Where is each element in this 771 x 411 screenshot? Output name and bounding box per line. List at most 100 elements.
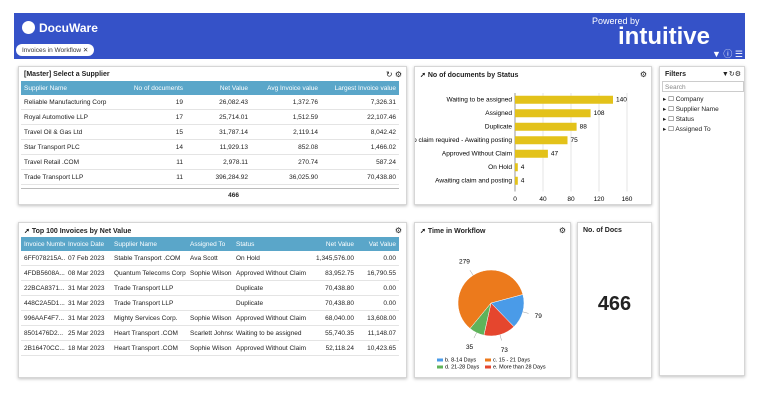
cell: Reliable Manufacturing Corp — [21, 95, 116, 110]
cell: Heart Transport .COM — [111, 340, 187, 356]
cell: Star Transport PLC — [21, 139, 116, 155]
column-header: Invoice Date — [65, 237, 111, 251]
column-header: Supplier Name — [21, 81, 116, 95]
leader-line — [522, 311, 529, 314]
cell: 996AAF4F7... — [21, 310, 65, 326]
row[interactable]: Trade Transport LLP 11 396,284.92 36,025.90… — [21, 169, 399, 185]
cell: 2,119.14 — [251, 124, 321, 140]
row[interactable]: Star Transport PLC 14 11,929.13 852.08 1,466… — [21, 139, 399, 155]
cell: Ava Scott — [187, 251, 233, 266]
docs-card: No. of Docs 466 — [577, 222, 652, 378]
card-title: No. of Docs — [583, 227, 622, 234]
value-label: 47 — [551, 150, 559, 157]
legend-label: d. 21-28 Days — [445, 364, 479, 370]
cell: 16,790.55 — [357, 265, 399, 281]
cell: 26,082.43 — [186, 95, 251, 110]
slice-label: 73 — [501, 347, 509, 354]
cell: 52,118.24 — [307, 340, 357, 356]
chart-title: No of documents by Status — [427, 72, 519, 79]
cell: 0.00 — [357, 280, 399, 296]
filter-item[interactable]: ▸ ☐ Status — [663, 116, 695, 123]
category-label: On Hold — [488, 164, 512, 171]
logo-icon — [22, 21, 35, 34]
header-icons[interactable]: ▼ ⓘ ☰ — [712, 49, 743, 59]
filter-label: Company — [675, 96, 704, 103]
panel-icons[interactable]: ⚙ — [558, 226, 566, 235]
row[interactable]: 996AAF4F7... 31 Mar 2023 Mighty Services C… — [21, 310, 399, 326]
row[interactable]: Travel Oil & Gas Ltd 15 31,787.14 2,119.14 8… — [21, 124, 399, 140]
row[interactable]: 448C2A5D1... 31 Mar 2023 Trade Transport L… — [21, 295, 399, 311]
panel-icons[interactable]: ▼↻⚙ — [721, 71, 741, 78]
cell: Sophie Wilson — [187, 265, 233, 281]
bar — [515, 176, 518, 185]
filter-item[interactable]: ▸ ☐ Company — [663, 96, 704, 103]
cell: 587.24 — [321, 154, 399, 170]
tab-label: Invoices in Workflow — [22, 47, 82, 54]
total: 466 — [21, 188, 399, 199]
cell: 11 — [116, 154, 186, 170]
cell: 15 — [116, 124, 186, 140]
legend-swatch — [485, 358, 491, 362]
legend-swatch — [437, 365, 443, 369]
cell: 13,608.00 — [357, 310, 399, 326]
cell: 22BCA8371... — [21, 280, 65, 296]
row[interactable]: Reliable Manufacturing Corp 19 26,082.43 1,… — [21, 95, 399, 110]
panel-icons[interactable]: ↻ ⚙ — [385, 70, 402, 79]
column-header: Vat Value — [357, 237, 399, 251]
cell: Approved Without Claim — [233, 340, 307, 356]
table: Supplier Name No of documents Net Value Avg… — [21, 81, 399, 188]
brand: intuitive — [618, 23, 711, 50]
row[interactable]: 8501476D2... 25 Mar 2023 Heart Transport .… — [21, 325, 399, 341]
cell: 18 Mar 2023 — [65, 340, 111, 356]
row[interactable]: 2B16470CC... 18 Mar 2023 Heart Transport .… — [21, 340, 399, 356]
legend-label: c. 15 - 21 Days — [493, 357, 530, 363]
legend-swatch — [437, 358, 443, 362]
pie-chart: 79 73 35 279 b. 8-14 Days c. 15 - 21 Days d. 2… — [437, 259, 546, 370]
cell: 2B16470CC... — [21, 340, 65, 356]
row[interactable]: Royal Automotive LLP 17 25,714.01 1,512.59 2… — [21, 109, 399, 125]
row[interactable]: 22BCA8371... 31 Mar 2023 Trade Transport L… — [21, 280, 399, 296]
cell: 10,423.65 — [357, 340, 399, 356]
cell: Sophie Wilson — [187, 310, 233, 326]
filter-label: Supplier Name — [675, 106, 719, 113]
cell: 14 — [116, 139, 186, 155]
supplier-panel: [Master] Select a Supplier ↻ ⚙ Supplier … — [18, 66, 407, 205]
x-tick-label: 0 — [513, 196, 517, 203]
cell: Scarlett Johnson — [187, 325, 233, 341]
cell: 6FF078215A... — [21, 251, 65, 266]
table-title: Top 100 Invoices by Net Value — [31, 228, 132, 235]
row[interactable]: 4FDB5608A... 08 Mar 2023 Quantum Telecoms … — [21, 265, 399, 281]
cell: 25 Mar 2023 — [65, 325, 111, 341]
search[interactable]: Search — [662, 81, 744, 92]
cell: 396,284.92 — [186, 169, 251, 185]
row[interactable]: 6FF078215A... 07 Feb 2023 Stable Transport… — [21, 251, 399, 266]
value-label: 75 — [571, 137, 579, 144]
row[interactable]: Travel Retail .COM 11 2,978.11 270.74 587.24 — [21, 154, 399, 170]
column-header: Supplier Name — [111, 237, 187, 251]
tab[interactable]: Invoices in Workflow ✕ — [16, 44, 95, 56]
cell: Heart Transport .COM — [111, 325, 187, 341]
panel-title: ➚ No of documents by Status — [420, 72, 519, 79]
panel-icons[interactable]: ⚙ — [394, 226, 402, 235]
slice-label: 279 — [459, 259, 470, 266]
cell: 11 — [116, 169, 186, 185]
bar — [515, 122, 577, 131]
panel-icons[interactable]: ⚙ — [639, 70, 647, 79]
powered: Powered by — [592, 16, 640, 26]
column-header: Net Value — [307, 237, 357, 251]
leader-line — [469, 270, 474, 276]
filter-item[interactable]: ▸ ☐ Supplier Name — [663, 106, 719, 113]
panel-title: ➚ Top 100 Invoices by Net Value — [24, 228, 132, 235]
cell: 07 Feb 2023 — [65, 251, 111, 266]
cell: 1,372.76 — [251, 95, 321, 110]
cell: 25,714.01 — [186, 109, 251, 125]
table: Invoice Number Invoice Date Supplier Name A… — [21, 237, 399, 375]
filter-item[interactable]: ▸ ☐ Assigned To — [663, 126, 711, 133]
cell: 0.00 — [357, 295, 399, 311]
cell: 31 Mar 2023 — [65, 310, 111, 326]
column-header: No of documents — [116, 81, 186, 95]
cell: Waiting to be assigned — [233, 325, 307, 341]
cell: 70,438.80 — [307, 295, 357, 311]
cell: 36,025.90 — [251, 169, 321, 185]
